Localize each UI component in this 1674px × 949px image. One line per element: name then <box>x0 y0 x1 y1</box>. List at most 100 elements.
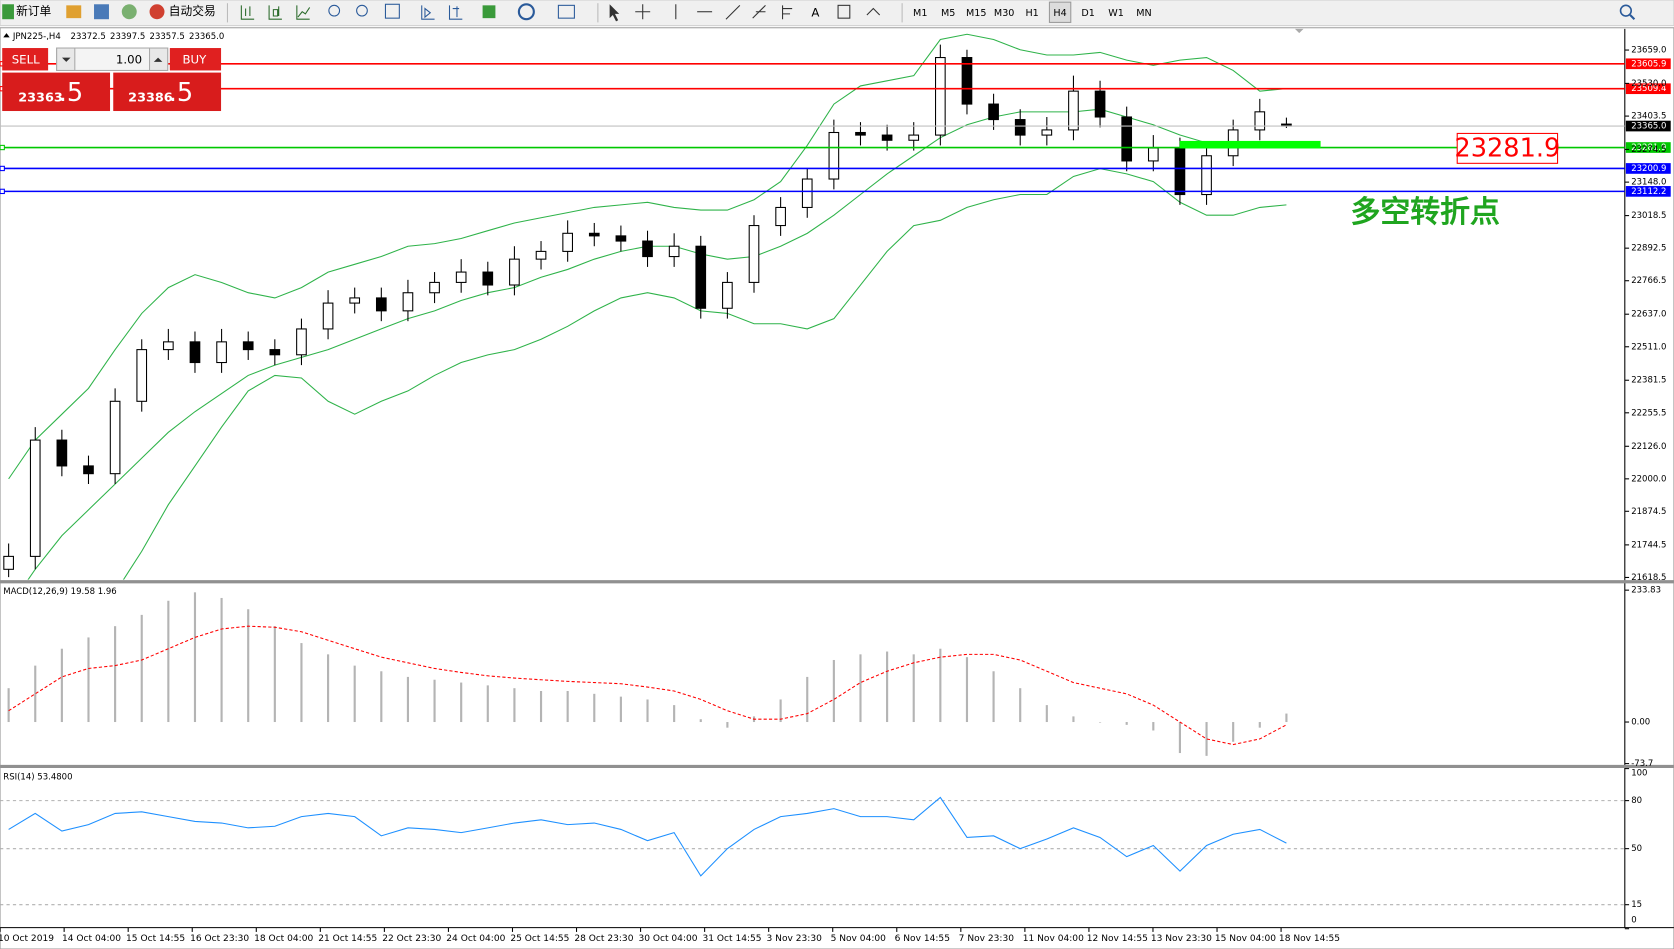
candle-body <box>83 465 94 475</box>
zoom-out[interactable] <box>356 4 368 17</box>
auto-trade-button[interactable]: 自动交易 <box>169 4 216 18</box>
y-tick-label: 22381.5 <box>1631 376 1666 386</box>
new-order-button[interactable]: 新订单 <box>16 4 51 18</box>
candle-body <box>429 281 440 294</box>
down-arrow <box>62 57 71 62</box>
trendline-tool[interactable] <box>725 4 741 20</box>
x-tick-label: 30 Oct 04:00 <box>638 934 697 944</box>
x-tick-label: 11 Nov 04:00 <box>1023 934 1084 944</box>
bid-main[interactable]: 23363 <box>18 91 63 106</box>
fibo-tool[interactable] <box>782 5 793 20</box>
macd-bar <box>1019 688 1022 723</box>
y-tick-label: 23148.0 <box>1631 178 1666 188</box>
candle-body <box>216 341 227 364</box>
timeframe-button[interactable]: D1 <box>1081 8 1095 19</box>
y-tick-label: 22255.5 <box>1631 408 1666 418</box>
rsi-line <box>8 796 1287 877</box>
level-tag <box>1625 83 1671 95</box>
timeframe-button[interactable]: M15 <box>966 8 987 19</box>
buy-button[interactable] <box>169 48 222 71</box>
timeframe-button[interactable]: H4 <box>1053 8 1066 19</box>
bid-box[interactable] <box>2 72 111 112</box>
zoom-in[interactable] <box>328 4 341 17</box>
level-handle <box>0 144 5 151</box>
y-tick-label: 23530.0 <box>1631 79 1666 89</box>
y-tick-label: 23659.0 <box>1631 46 1666 56</box>
candle-body <box>509 258 520 286</box>
candle-body <box>722 281 733 309</box>
candle-body <box>562 232 573 252</box>
timeframe-button[interactable]: M1 <box>913 8 927 19</box>
macd-bar <box>406 676 410 723</box>
periods[interactable] <box>517 3 535 21</box>
candle-body <box>1014 119 1026 136</box>
ask-fraction[interactable]: .5 <box>169 78 193 108</box>
level-tag <box>1625 142 1671 153</box>
macd-bar <box>912 654 915 723</box>
candle-body <box>56 439 68 467</box>
chart-shift[interactable] <box>448 5 463 20</box>
y-tick-label: 21744.5 <box>1631 540 1666 550</box>
bar-chart-icon[interactable] <box>240 5 255 20</box>
active-timeframe[interactable] <box>1048 1 1072 23</box>
ask-main[interactable]: 23386 <box>128 91 173 106</box>
sell-label[interactable]: SELL <box>12 52 40 66</box>
sell-button[interactable] <box>2 48 49 71</box>
templates[interactable] <box>557 4 575 19</box>
y-tick-label: 21618.5 <box>1631 573 1666 583</box>
bid-fraction[interactable]: .5 <box>59 78 83 108</box>
x-tick-label: 16 Oct 23:30 <box>190 934 249 944</box>
macd-bar <box>646 699 649 723</box>
macd-bar <box>114 626 117 723</box>
x-tick-label: 31 Oct 14:55 <box>702 934 761 944</box>
tile-windows[interactable] <box>384 3 400 19</box>
macd-bar <box>566 691 569 723</box>
buy-label[interactable]: BUY <box>182 52 207 66</box>
header-value: 23397.5 <box>110 32 145 42</box>
x-tick-label: 12 Nov 14:55 <box>1087 934 1148 944</box>
text-tool[interactable]: A <box>811 5 819 19</box>
candle-body <box>695 245 707 309</box>
y-tick-label: 233.83 <box>1631 586 1661 596</box>
tool-icon[interactable] <box>66 5 82 19</box>
indicators[interactable] <box>482 5 496 19</box>
crosshair-tool[interactable] <box>635 4 651 20</box>
macd-bar <box>433 679 436 723</box>
timeframe-button[interactable]: M30 <box>994 8 1015 19</box>
y-tick-label: 22126.0 <box>1631 442 1666 452</box>
candle-body <box>588 232 600 237</box>
new-order-icon[interactable] <box>2 4 14 20</box>
y-tick-label: 15 <box>1631 900 1642 910</box>
search[interactable] <box>1619 4 1633 17</box>
macd-bar <box>1205 722 1208 756</box>
candle-chart-icon[interactable] <box>268 5 282 20</box>
arrows-tool[interactable] <box>866 7 881 16</box>
label-tool[interactable] <box>837 4 851 19</box>
auto-trade-icon[interactable] <box>149 4 165 20</box>
x-tick-label: 7 Nov 23:30 <box>959 934 1015 944</box>
candle-body <box>908 134 920 141</box>
y-tick-label: 22892.5 <box>1631 244 1666 254</box>
macd-bar <box>939 648 942 723</box>
macd-bar <box>1152 722 1155 731</box>
lots-value[interactable]: 1.00 <box>116 52 142 66</box>
line-chart-icon[interactable] <box>296 5 311 20</box>
timeframe-button[interactable]: W1 <box>1108 8 1124 19</box>
autoscroll[interactable] <box>421 5 435 20</box>
timeframe-button[interactable]: M5 <box>941 8 955 19</box>
candle-body <box>1121 116 1133 162</box>
macd-bar <box>273 626 276 723</box>
timeframe-button[interactable]: H1 <box>1025 8 1038 19</box>
cursor-tool[interactable] <box>609 4 620 22</box>
x-tick-label: 13 Nov 23:30 <box>1151 934 1212 944</box>
macd-bar <box>779 699 782 723</box>
tool-icon[interactable] <box>94 4 109 20</box>
candle-body <box>189 341 201 364</box>
tool-icon[interactable] <box>121 4 137 20</box>
x-tick-label: 21 Oct 14:55 <box>318 934 377 944</box>
macd-bar <box>1045 705 1048 723</box>
macd-bar <box>699 719 702 723</box>
ask-box[interactable] <box>113 72 222 112</box>
timeframe-button[interactable]: MN <box>1136 8 1151 19</box>
channel-tool[interactable] <box>752 4 766 19</box>
